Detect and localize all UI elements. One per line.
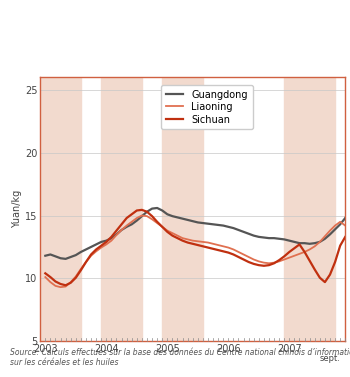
Bar bbox=[101, 77, 142, 341]
Y-axis label: Yuan/kg: Yuan/kg bbox=[12, 190, 22, 228]
Text: Prix de gros mensuels du porc en Chine,: Prix de gros mensuels du porc en Chine, bbox=[63, 16, 305, 29]
Text: sept.: sept. bbox=[320, 354, 341, 363]
Bar bbox=[40, 77, 81, 341]
Bar bbox=[284, 77, 335, 341]
Legend: Guangdong, Liaoning, Sichuan: Guangdong, Liaoning, Sichuan bbox=[161, 85, 253, 129]
Text: Figure i.: Figure i. bbox=[9, 16, 64, 29]
Text: 2003-2007: 2003-2007 bbox=[9, 50, 72, 63]
Bar bbox=[162, 77, 203, 341]
Text: Source: Calculs effectués sur la base des données du Centre national chinois d’i: Source: Calculs effectués sur la base de… bbox=[10, 348, 350, 367]
